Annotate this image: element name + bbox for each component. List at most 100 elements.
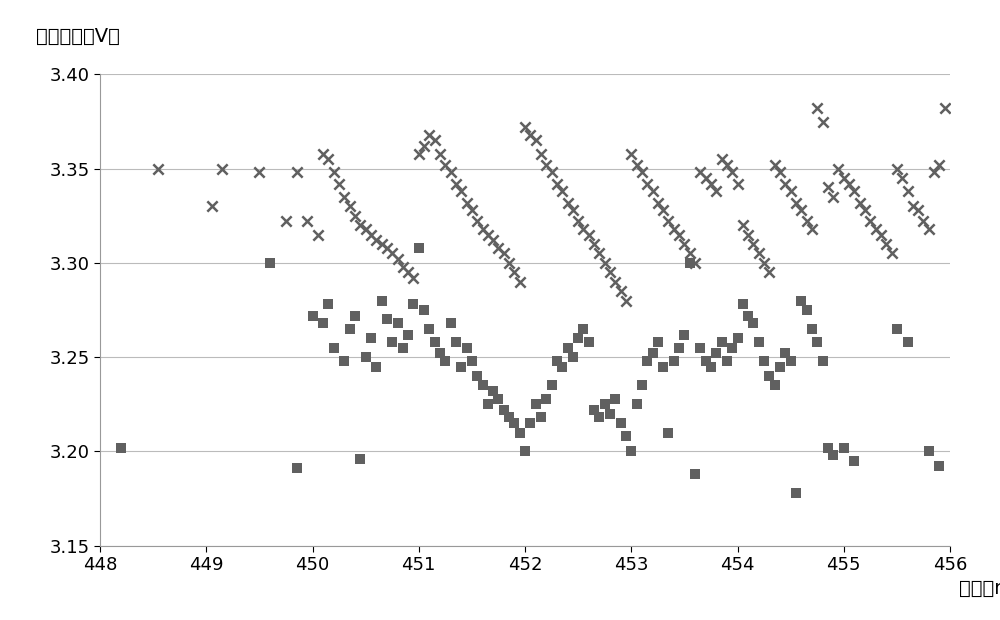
Point: [730, 334, 746, 343]
Point: [894, 173, 910, 183]
Point: [374, 239, 390, 249]
Point: [915, 216, 931, 226]
Point: [644, 348, 660, 358]
Point: [501, 258, 517, 268]
Point: [836, 173, 852, 183]
Point: [814, 356, 830, 366]
Point: [873, 229, 889, 239]
Point: [682, 249, 698, 259]
Point: [538, 160, 554, 170]
Point: [480, 399, 496, 409]
Point: [474, 224, 490, 234]
Point: [528, 135, 544, 145]
Point: [432, 348, 448, 358]
Point: [650, 198, 666, 208]
Point: [692, 343, 708, 353]
Point: [453, 361, 469, 371]
Text: 波长（nm）: 波长（nm）: [958, 578, 1000, 598]
Point: [113, 443, 129, 453]
Point: [666, 356, 682, 366]
Point: [443, 167, 459, 177]
Point: [581, 229, 597, 239]
Point: [618, 432, 634, 441]
Point: [820, 443, 836, 453]
Point: [459, 343, 475, 353]
Point: [777, 348, 793, 358]
Point: [522, 418, 538, 428]
Point: [761, 267, 777, 277]
Point: [751, 249, 767, 259]
Point: [474, 381, 490, 391]
Point: [745, 318, 761, 328]
Point: [421, 324, 437, 334]
Point: [804, 224, 820, 234]
Point: [714, 154, 730, 164]
Point: [533, 149, 549, 159]
Point: [644, 186, 660, 196]
Point: [607, 277, 623, 286]
Text: 开启电压（V）: 开启电压（V）: [36, 27, 120, 46]
Point: [687, 469, 703, 479]
Point: [676, 239, 692, 249]
Point: [655, 361, 671, 371]
Point: [735, 299, 751, 309]
Point: [921, 224, 937, 234]
Point: [841, 179, 857, 188]
Point: [522, 130, 538, 140]
Point: [368, 236, 384, 246]
Point: [278, 216, 294, 226]
Point: [554, 186, 570, 196]
Point: [304, 311, 320, 321]
Point: [629, 399, 645, 409]
Point: [448, 179, 464, 188]
Point: [320, 154, 336, 164]
Point: [310, 229, 326, 239]
Point: [565, 352, 581, 362]
Point: [889, 324, 905, 334]
Point: [390, 318, 406, 328]
Point: [809, 104, 825, 113]
Point: [464, 356, 480, 366]
Point: [443, 318, 459, 328]
Point: [905, 202, 921, 211]
Point: [676, 330, 692, 340]
Point: [480, 229, 496, 239]
Point: [698, 173, 714, 183]
Point: [724, 343, 740, 353]
Point: [682, 258, 698, 268]
Point: [506, 267, 522, 277]
Point: [730, 179, 746, 188]
Point: [374, 296, 390, 306]
Point: [607, 394, 623, 404]
Point: [591, 412, 607, 422]
Point: [825, 450, 841, 460]
Point: [703, 361, 719, 371]
Point: [719, 160, 735, 170]
Point: [799, 305, 815, 315]
Point: [783, 356, 799, 366]
Point: [299, 216, 315, 226]
Point: [358, 352, 374, 362]
Point: [751, 337, 767, 347]
Point: [586, 239, 602, 249]
Point: [560, 198, 576, 208]
Point: [453, 186, 469, 196]
Point: [538, 394, 554, 404]
Point: [347, 311, 363, 321]
Point: [395, 262, 411, 272]
Point: [368, 361, 384, 371]
Point: [533, 412, 549, 422]
Point: [613, 286, 629, 296]
Point: [804, 324, 820, 334]
Point: [900, 337, 916, 347]
Point: [416, 141, 432, 151]
Point: [629, 160, 645, 170]
Point: [777, 179, 793, 188]
Point: [660, 216, 676, 226]
Point: [363, 334, 379, 343]
Point: [724, 167, 740, 177]
Point: [937, 104, 953, 113]
Point: [857, 205, 873, 215]
Point: [384, 249, 400, 259]
Point: [639, 179, 655, 188]
